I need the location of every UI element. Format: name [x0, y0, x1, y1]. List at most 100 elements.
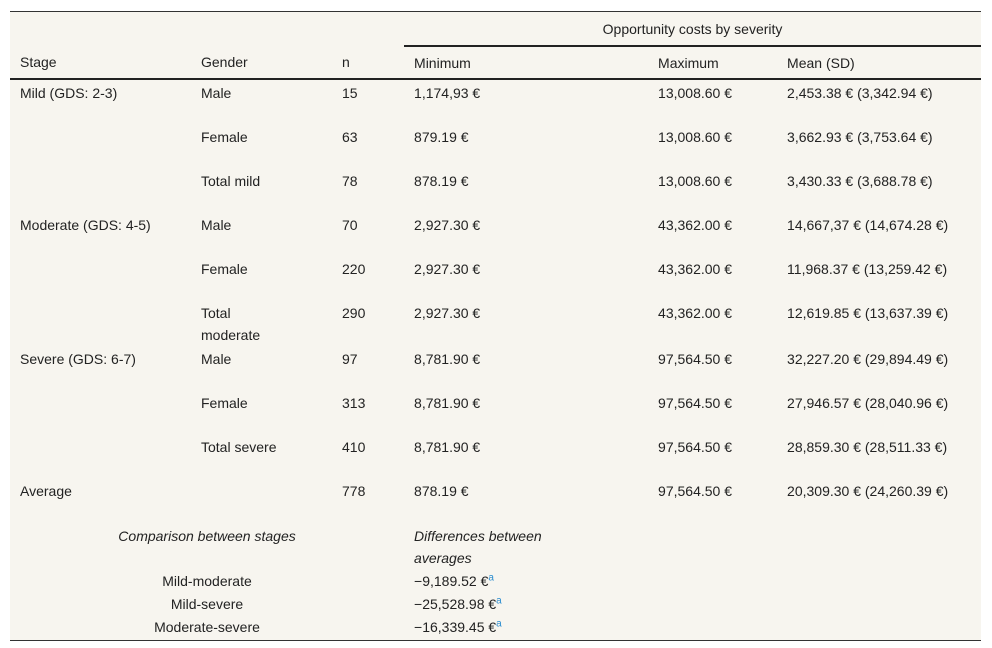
cell-n: 220: [342, 261, 366, 277]
table-row: Moderate (GDS: 4-5) Male 70 2,927.30 € 43,36…: [10, 212, 981, 256]
cell-stage: Moderate (GDS: 4-5): [20, 217, 151, 233]
cell-max: 97,564.50 €: [658, 483, 732, 499]
cell-stage: [10, 168, 191, 212]
footnote-link[interactable]: a: [496, 595, 502, 607]
cell-min: 8,781.90 €: [414, 395, 481, 411]
diff-value: −9,189.52 €: [414, 573, 489, 589]
cell-stage: Mild (GDS: 2-3): [20, 85, 118, 101]
cell-n: 778: [342, 483, 366, 499]
cell-gender: Total moderate: [201, 305, 261, 343]
cell-n: 70: [342, 217, 358, 233]
cell-min: 878.19 €: [414, 483, 469, 499]
cell-gender: Total mild: [201, 173, 261, 189]
cell-mean: 3,662.93 € (3,753.64 €): [787, 129, 933, 145]
cell-max: 43,362.00 €: [658, 305, 732, 321]
footnote-link[interactable]: a: [488, 572, 494, 584]
cell-max: 97,564.50 €: [658, 395, 732, 411]
cell-gender: Female: [201, 129, 248, 145]
comparison-row: Moderate-severe −16,339.45 €a: [10, 615, 981, 641]
cell-gender: [191, 478, 332, 522]
cell-stage: [10, 434, 191, 478]
cell-min: 2,927.30 €: [414, 217, 481, 233]
table-row: Mild (GDS: 2-3) Male 15 1,174,93 € 13,008.60…: [10, 79, 981, 124]
col-header-mean: Mean (SD): [777, 46, 982, 80]
cell-n: 63: [342, 129, 358, 145]
comparison-diff: −16,339.45 €a: [404, 615, 648, 641]
cell-stage: Average: [20, 483, 72, 499]
cell-gender: Female: [201, 261, 248, 277]
comparison-pair: Mild-moderate: [162, 573, 252, 589]
comparison-diff: −9,189.52 €a: [404, 569, 648, 592]
cell-mean: 2,453.38 € (3,342.94 €): [787, 85, 933, 101]
table-row: Severe (GDS: 6-7) Male 97 8,781.90 € 97,564.…: [10, 346, 981, 390]
cell-mean: 12,619.85 € (13,637.39 €): [787, 305, 949, 321]
diff-value: −25,528.98 €: [414, 596, 497, 612]
cell-n: 313: [342, 395, 366, 411]
blank-cell: [648, 592, 981, 615]
cell-mean: 11,968.37 € (13,259.42 €): [787, 261, 948, 277]
cell-n: 97: [342, 351, 358, 367]
table-row: Total severe 410 8,781.90 € 97,564.50 € 28,8…: [10, 434, 981, 478]
blank-cell: [648, 522, 981, 569]
comparison-row: Mild-moderate −9,189.52 €a: [10, 569, 981, 592]
cell-max: 13,008.60 €: [658, 129, 732, 145]
col-header-maximum: Maximum: [648, 46, 778, 80]
cell-min: 879.19 €: [414, 129, 469, 145]
cell-stage: Severe (GDS: 6-7): [20, 351, 136, 367]
group-header: Opportunity costs by severity: [404, 11, 982, 47]
cell-gender: Total severe: [201, 439, 277, 455]
col-header-n: n: [332, 46, 405, 80]
cell-min: 8,781.90 €: [414, 439, 481, 455]
cell-gender: Male: [201, 217, 232, 233]
cell-mean: 27,946.57 € (28,040.96 €): [787, 395, 949, 411]
footnote-link[interactable]: a: [496, 618, 502, 630]
comparison-pair: Moderate-severe: [154, 619, 260, 635]
cell-min: 2,927.30 €: [414, 305, 481, 321]
cell-max: 43,362.00 €: [658, 217, 732, 233]
comparison-label: Comparison between stages: [118, 528, 296, 544]
cell-mean: 14,667,37 € (14,674.28 €): [787, 217, 949, 233]
diff-value: −16,339.45 €: [414, 619, 497, 635]
table-row: Average 778 878.19 € 97,564.50 € 20,309.30 €…: [10, 478, 981, 522]
blank-cell: [648, 615, 981, 641]
comparison-row: Mild-severe −25,528.98 €a: [10, 592, 981, 615]
cell-stage: [10, 300, 191, 346]
table-row: Total mild 78 878.19 € 13,008.60 € 3,430.33 …: [10, 168, 981, 212]
comparison-pair: Mild-severe: [170, 596, 244, 612]
cell-max: 97,564.50 €: [658, 351, 732, 367]
cell-max: 97,564.50 €: [658, 439, 732, 455]
cell-min: 878.19 €: [414, 173, 469, 189]
cell-min: 8,781.90 €: [414, 351, 481, 367]
cell-gender: Female: [201, 395, 248, 411]
cell-gender: Male: [201, 351, 232, 367]
table-row: Female 220 2,927.30 € 43,362.00 € 11,968.37 …: [10, 256, 981, 300]
cell-mean: 32,227.20 € (29,894.49 €): [787, 351, 949, 367]
col-header-stage: Stage: [10, 46, 191, 80]
cell-min: 1,174,93 €: [414, 85, 481, 101]
header-blank: [10, 12, 404, 47]
cell-mean: 28,859.30 € (28,511.33 €): [787, 439, 948, 455]
table-row: Female 63 879.19 € 13,008.60 € 3,662.93 € (3…: [10, 124, 981, 168]
table-row: Total moderate 290 2,927.30 € 43,362.00 € 12…: [10, 300, 981, 346]
differences-label: Differences between averages: [414, 528, 542, 566]
cell-max: 43,362.00 €: [658, 261, 732, 277]
comparison-diff: −25,528.98 €a: [404, 592, 648, 615]
cell-n: 15: [342, 85, 358, 101]
col-header-gender: Gender: [191, 46, 332, 80]
blank-cell: [648, 569, 981, 592]
cell-stage: [10, 256, 191, 300]
opportunity-costs-table: Opportunity costs by severity Stage Gend…: [10, 11, 982, 641]
cell-mean: 3,430.33 € (3,688.78 €): [787, 173, 933, 189]
table-row: Female 313 8,781.90 € 97,564.50 € 27,946.57 …: [10, 390, 981, 434]
cell-n: 78: [342, 173, 358, 189]
cell-n: 290: [342, 305, 366, 321]
col-header-minimum: Minimum: [404, 46, 649, 80]
cell-n: 410: [342, 439, 366, 455]
cell-max: 13,008.60 €: [658, 85, 732, 101]
cell-min: 2,927.30 €: [414, 261, 481, 277]
cell-stage: [10, 390, 191, 434]
cell-gender: Male: [201, 85, 232, 101]
comparison-header-row: Comparison between stages Differences be…: [10, 522, 981, 569]
cell-stage: [10, 124, 191, 168]
cell-mean: 20,309.30 € (24,260.39 €): [787, 483, 949, 499]
